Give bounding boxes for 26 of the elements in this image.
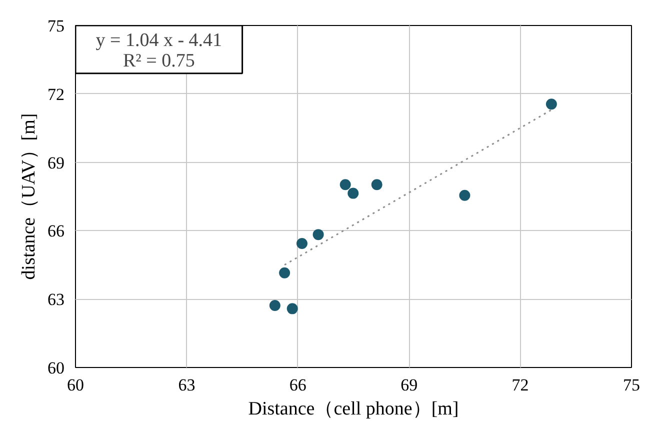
point xyxy=(296,238,308,249)
y-tick-label: 66 xyxy=(48,222,64,241)
annotation: R² = 0.75 xyxy=(122,50,195,72)
annotation: y = 1.04 x - 4.41 xyxy=(96,30,222,52)
y-tick-label: 63 xyxy=(48,290,64,310)
x-axis-title: Distance（cell phone）[m] xyxy=(248,398,459,420)
point xyxy=(371,179,382,190)
point xyxy=(340,179,351,190)
point xyxy=(312,229,324,240)
x-tick-label: 66 xyxy=(289,376,306,394)
point xyxy=(459,190,470,201)
y-tick-label: 75 xyxy=(48,16,64,36)
y-tick-label: 69 xyxy=(48,153,64,172)
point xyxy=(269,300,280,311)
x-tick-label: 60 xyxy=(67,376,84,394)
point xyxy=(348,188,359,199)
point xyxy=(546,98,557,110)
x-tick-label: 72 xyxy=(512,376,529,394)
x-tick-label: 69 xyxy=(400,376,418,394)
point xyxy=(279,267,290,278)
point xyxy=(286,303,298,314)
y-tick-label: 60 xyxy=(48,358,64,378)
x-tick-label: 63 xyxy=(178,376,196,394)
x-tick-label: 75 xyxy=(623,376,640,394)
y-axis-title: distance（UAV）[m] xyxy=(18,113,40,280)
y-tick-label: 72 xyxy=(48,84,64,104)
